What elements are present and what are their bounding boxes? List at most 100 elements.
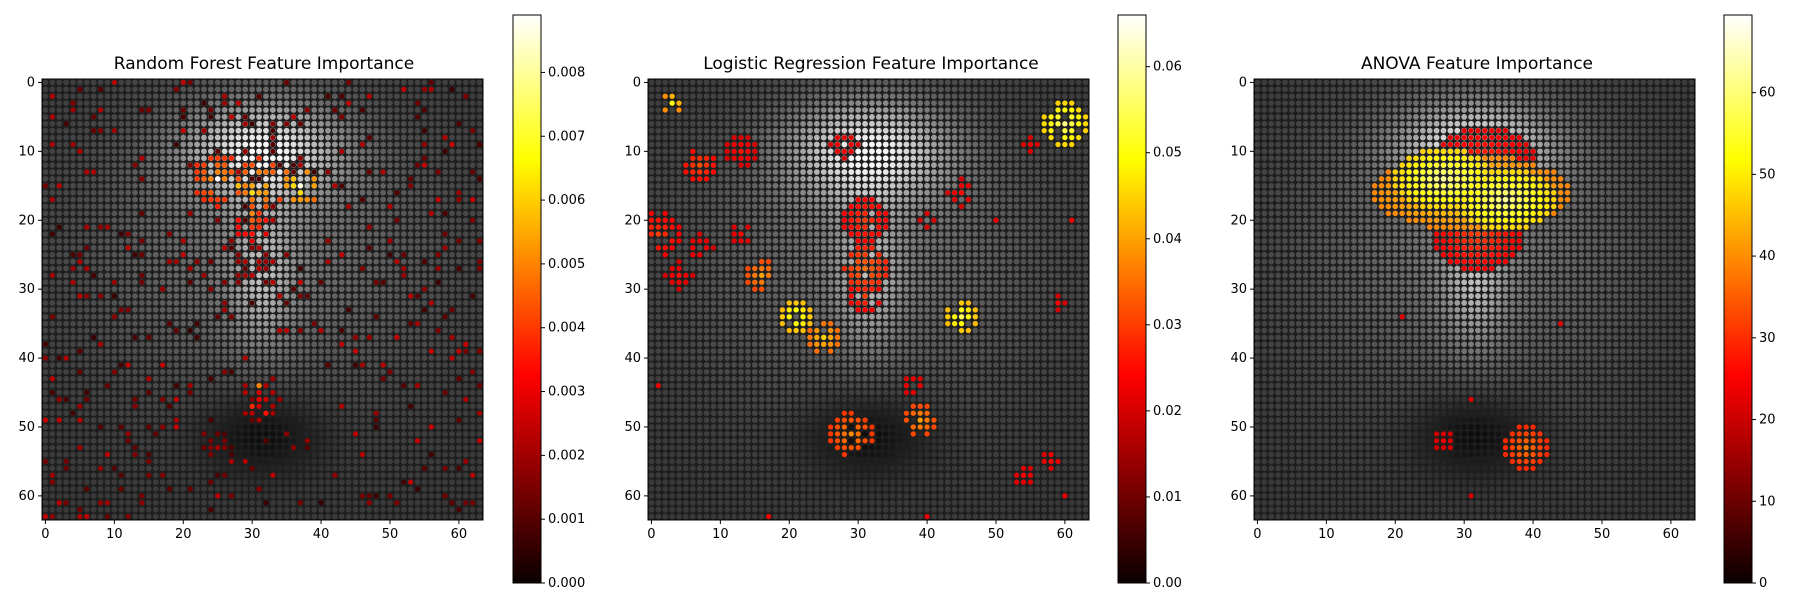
- face-pixel: [63, 486, 70, 492]
- face-pixel: [442, 486, 448, 492]
- face-pixel: [235, 93, 242, 100]
- face-pixel: [104, 107, 111, 113]
- face-pixel: [159, 86, 166, 93]
- face-pixel: [428, 430, 435, 437]
- face-pixel: [442, 279, 448, 286]
- face-pixel: [455, 224, 462, 231]
- face-pixel: [304, 203, 311, 210]
- face-pixel: [414, 196, 421, 203]
- face-pixel: [187, 368, 194, 375]
- face-pixel: [421, 389, 428, 396]
- face-pixel: [63, 134, 70, 141]
- face-pixel: [345, 499, 352, 506]
- face-pixel: [166, 355, 173, 361]
- face-pixel: [194, 300, 200, 306]
- face-pixel: [428, 265, 435, 272]
- face-pixel: [290, 210, 297, 217]
- face-pixel: [373, 176, 380, 182]
- face-pixel: [166, 114, 173, 120]
- face-pixel: [201, 375, 207, 382]
- face-pixel: [152, 196, 159, 203]
- face-pixel: [407, 417, 414, 423]
- face-pixel: [304, 320, 311, 327]
- face-pixel: [49, 182, 56, 189]
- face-pixel: [228, 120, 235, 127]
- face-pixel: [194, 437, 200, 444]
- face-pixel: [318, 492, 324, 499]
- importance-dot: [49, 141, 55, 148]
- face-pixel: [221, 79, 228, 86]
- face-pixel: [387, 403, 393, 410]
- face-pixel: [83, 375, 90, 382]
- face-pixel: [207, 458, 214, 465]
- face-pixel: [49, 424, 56, 430]
- face-pixel: [83, 410, 90, 417]
- face-pixel: [400, 231, 407, 237]
- importance-dot: [208, 286, 214, 292]
- face-pixel: [214, 293, 221, 299]
- face-pixel: [77, 472, 83, 479]
- face-pixel: [442, 479, 448, 485]
- face-pixel: [187, 362, 194, 368]
- face-pixel: [214, 286, 221, 293]
- face-pixel: [352, 486, 359, 492]
- face-pixel: [449, 169, 455, 175]
- face-pixel: [476, 148, 483, 155]
- face-pixel: [180, 176, 187, 182]
- face-pixel: [476, 120, 483, 127]
- face-pixel: [180, 472, 187, 479]
- face-pixel: [318, 251, 324, 258]
- importance-dot: [373, 410, 379, 416]
- face-pixel: [841, 93, 848, 100]
- face-pixel: [345, 417, 352, 423]
- face-pixel: [352, 155, 359, 162]
- face-pixel: [352, 141, 359, 148]
- face-pixel: [380, 224, 386, 231]
- face-pixel: [1020, 100, 1027, 107]
- face-pixel: [152, 272, 159, 279]
- face-pixel: [297, 224, 304, 231]
- face-pixel: [242, 176, 249, 182]
- importance-dot: [118, 472, 124, 478]
- importance-dot: [449, 141, 455, 148]
- face-pixel: [145, 465, 152, 472]
- importance-dot: [304, 293, 310, 299]
- face-pixel: [56, 169, 63, 175]
- face-pixel: [297, 334, 304, 341]
- importance-dot: [84, 169, 90, 175]
- face-pixel: [104, 465, 111, 472]
- face-pixel: [90, 265, 97, 272]
- face-pixel: [180, 272, 187, 279]
- face-pixel: [435, 127, 442, 134]
- face-pixel: [421, 424, 428, 430]
- importance-dot: [201, 196, 207, 203]
- colorbar-tick-label: 0.000: [548, 576, 585, 591]
- face-pixel: [318, 313, 324, 320]
- face-pixel: [263, 134, 269, 141]
- face-pixel: [937, 86, 944, 93]
- face-pixel: [359, 437, 366, 444]
- face-pixel: [435, 134, 442, 141]
- face-pixel: [63, 479, 70, 485]
- face-pixel: [331, 155, 338, 162]
- face-pixel: [269, 458, 276, 465]
- face-pixel: [249, 382, 256, 389]
- face-pixel: [311, 100, 318, 107]
- face-pixel: [263, 486, 269, 492]
- face-pixel: [42, 403, 49, 410]
- face-pixel: [56, 155, 63, 162]
- face-pixel: [338, 244, 345, 251]
- importance-dot: [208, 176, 214, 182]
- face-pixel: [256, 513, 262, 520]
- face-pixel: [42, 486, 49, 492]
- face-pixel: [77, 355, 83, 361]
- face-pixel: [180, 375, 187, 382]
- face-pixel: [228, 134, 235, 141]
- importance-dot: [139, 107, 145, 113]
- face-pixel: [772, 93, 779, 100]
- face-pixel: [745, 107, 751, 113]
- face-pixel: [132, 279, 138, 286]
- face-pixel: [180, 499, 187, 506]
- face-pixel: [421, 231, 428, 237]
- face-pixel: [428, 286, 435, 293]
